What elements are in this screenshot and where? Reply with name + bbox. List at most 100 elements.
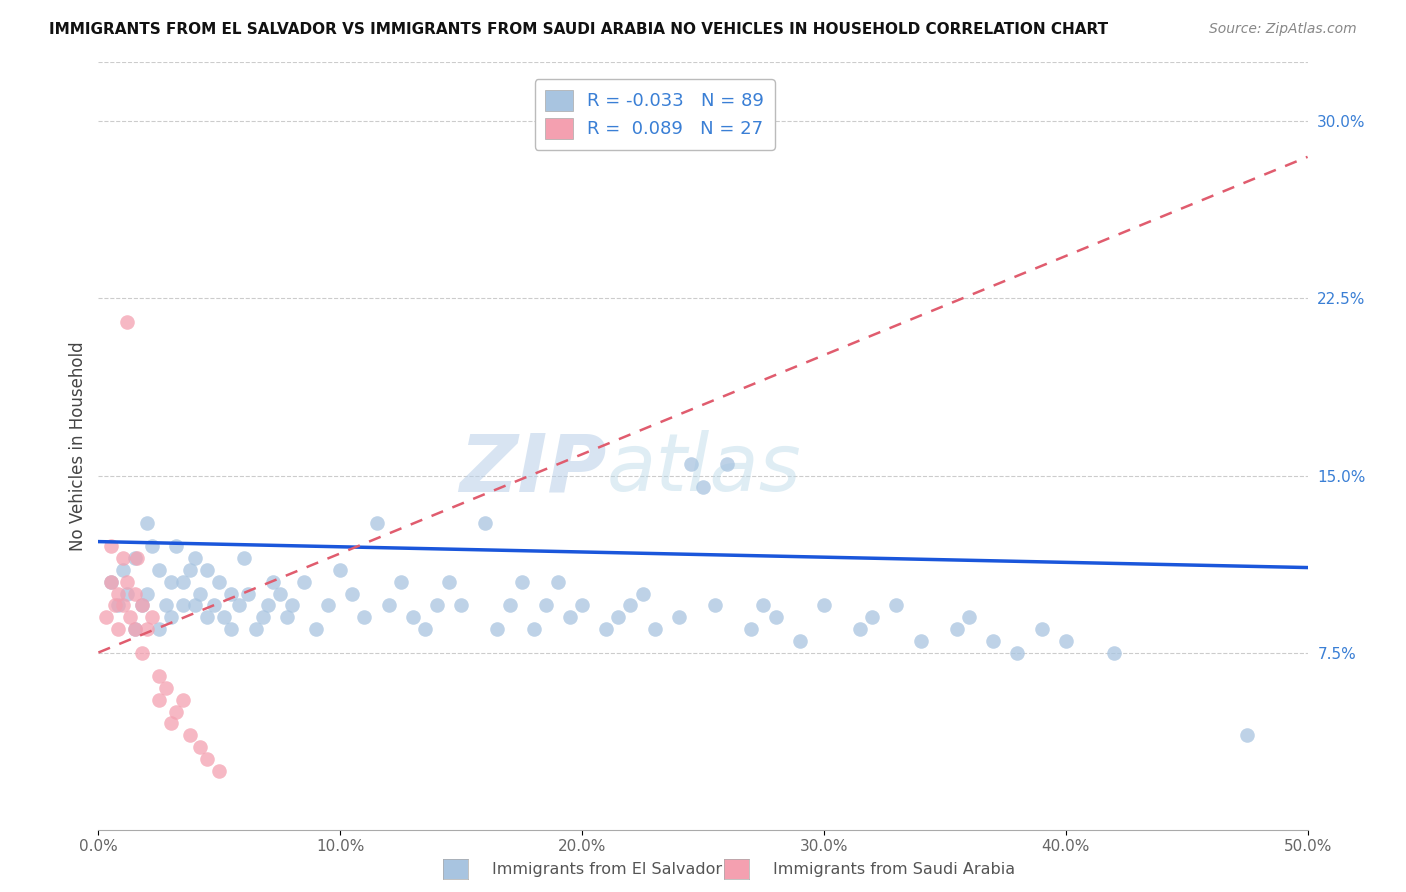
Point (716, 457, 738, 471)
Point (366, 516, 388, 530)
Point (437, 574, 460, 589)
Point (389, 574, 412, 589)
Point (595, 622, 617, 636)
Text: IMMIGRANTS FROM EL SALVADOR VS IMMIGRANTS FROM SAUDI ARABIA NO VEHICLES IN HOUSE: IMMIGRANTS FROM EL SALVADOR VS IMMIGRANT… (49, 22, 1108, 37)
Point (155, 681, 177, 695)
Text: Immigrants from Saudi Arabia: Immigrants from Saudi Arabia (773, 863, 1015, 877)
Point (860, 610, 883, 624)
Point (221, 586, 243, 600)
Point (450, 599, 472, 613)
Point (644, 622, 666, 636)
Point (498, 599, 520, 613)
Point (765, 610, 787, 624)
Point (1054, 633, 1077, 648)
Point (195, 563, 218, 577)
Point (160, 610, 183, 624)
Point (141, 539, 163, 553)
Point (204, 599, 226, 613)
Point (228, 599, 250, 613)
Point (946, 622, 969, 636)
Point (179, 563, 201, 577)
Point (752, 599, 775, 613)
Point (135, 586, 157, 600)
Point (107, 599, 129, 613)
Point (740, 622, 762, 636)
Point (534, 599, 557, 613)
Point (1102, 646, 1125, 660)
Point (957, 610, 980, 624)
Point (619, 599, 641, 613)
Point (547, 574, 569, 589)
Point (208, 574, 231, 589)
Point (212, 610, 235, 624)
Point (631, 586, 654, 600)
Point (111, 551, 134, 566)
Point (188, 586, 211, 600)
Point (252, 610, 274, 624)
Point (1031, 622, 1053, 636)
Point (100, 574, 122, 589)
Point (510, 574, 533, 589)
Y-axis label: No Vehicles in Household: No Vehicles in Household (69, 341, 87, 551)
Point (117, 586, 139, 600)
Point (886, 599, 908, 613)
Point (155, 599, 177, 613)
Point (148, 669, 170, 683)
Point (104, 599, 127, 613)
Point (269, 586, 291, 600)
Text: Immigrants from El Salvador: Immigrants from El Salvador (492, 863, 723, 877)
Point (849, 622, 872, 636)
Point (377, 599, 399, 613)
Point (558, 610, 581, 624)
Point (107, 586, 129, 600)
Point (413, 622, 436, 636)
Point (329, 563, 352, 577)
Point (668, 610, 690, 624)
Point (172, 599, 194, 613)
Point (523, 622, 546, 636)
Point (256, 599, 278, 613)
Point (1007, 646, 1029, 660)
Point (342, 586, 364, 600)
Point (100, 539, 122, 553)
Point (165, 705, 187, 719)
Point (111, 563, 134, 577)
Point (131, 599, 153, 613)
Point (910, 633, 932, 648)
Point (172, 574, 194, 589)
Point (94, 610, 117, 624)
Point (124, 622, 146, 636)
Point (127, 551, 149, 566)
Point (184, 599, 207, 613)
Point (1236, 728, 1258, 742)
Point (692, 480, 714, 494)
Point (179, 728, 201, 742)
Point (607, 610, 630, 624)
Point (305, 622, 328, 636)
Point (111, 599, 134, 613)
Point (474, 516, 496, 530)
Point (316, 599, 339, 613)
Point (124, 551, 146, 566)
Point (148, 622, 170, 636)
Point (135, 516, 157, 530)
Point (160, 716, 183, 731)
Point (981, 633, 1004, 648)
Point (135, 622, 157, 636)
Point (292, 574, 315, 589)
Point (100, 574, 122, 589)
Point (124, 586, 146, 600)
Point (131, 646, 153, 660)
Point (117, 574, 139, 589)
Point (813, 599, 835, 613)
Point (232, 551, 254, 566)
Point (208, 764, 231, 778)
Point (402, 610, 425, 624)
Point (262, 574, 284, 589)
Point (571, 599, 593, 613)
Point (276, 610, 298, 624)
Text: Source: ZipAtlas.com: Source: ZipAtlas.com (1209, 22, 1357, 37)
Point (679, 457, 702, 471)
Text: ZIP: ZIP (458, 430, 606, 508)
Point (245, 622, 267, 636)
